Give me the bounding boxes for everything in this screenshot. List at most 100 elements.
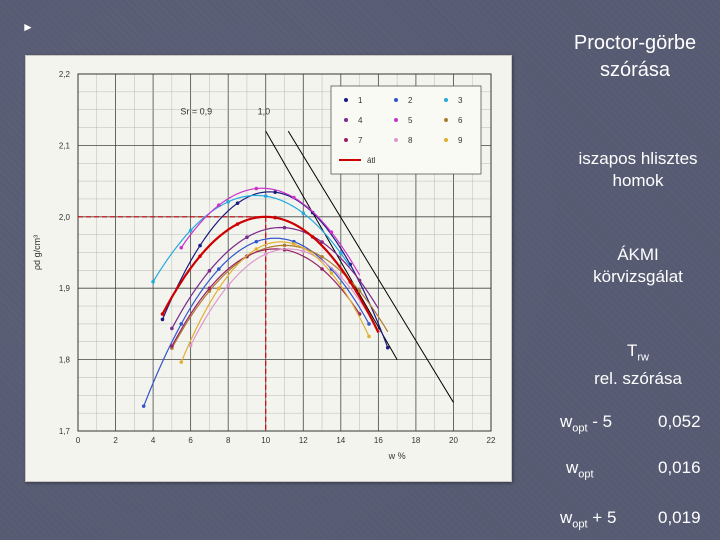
plot-frame bbox=[77, 73, 492, 432]
lab-line-2: körvizsgálat bbox=[593, 267, 683, 286]
legend-label: 9 bbox=[458, 136, 463, 145]
series-point bbox=[216, 286, 221, 291]
series-point bbox=[160, 312, 165, 316]
series-point bbox=[320, 267, 324, 271]
series-curve bbox=[180, 187, 361, 276]
proctor-chart: 0 2 4 6 8 10 12 14 16 18 20 221,71,81,92,02,12,2ρd … bbox=[32, 70, 496, 461]
saturation-line bbox=[287, 130, 454, 403]
series-point bbox=[310, 235, 315, 239]
series-point bbox=[170, 326, 174, 331]
y-tick-label: 2,2 bbox=[59, 70, 71, 79]
legend-label: 3 bbox=[458, 96, 463, 105]
series-point bbox=[151, 279, 155, 284]
series-point bbox=[226, 200, 230, 204]
x-tick-label: 14 bbox=[336, 436, 345, 445]
series-point bbox=[226, 283, 230, 288]
stat-value: 0,019 bbox=[658, 508, 701, 527]
title-line-1: Proctor-görbe bbox=[573, 32, 697, 54]
series-point bbox=[282, 225, 287, 230]
saturation-line bbox=[265, 130, 398, 360]
series-point bbox=[216, 267, 221, 271]
legend-marker bbox=[394, 98, 398, 102]
series-point bbox=[273, 215, 277, 220]
lab-test: ÁKMI körvizsgálat bbox=[548, 244, 720, 288]
series-curve bbox=[152, 194, 351, 283]
series-point bbox=[254, 239, 259, 244]
series-point bbox=[160, 317, 165, 322]
series-point bbox=[254, 247, 259, 251]
x-tick-label: 20 bbox=[449, 436, 458, 445]
y-tick-label: 1,7 bbox=[59, 427, 71, 436]
series-point bbox=[216, 203, 221, 208]
series-point bbox=[235, 222, 240, 226]
series-point bbox=[367, 322, 371, 326]
x-tick-label: 16 bbox=[374, 436, 383, 445]
series-point bbox=[179, 360, 184, 364]
series-point bbox=[263, 194, 268, 198]
series-point bbox=[320, 254, 324, 259]
legend-marker bbox=[344, 138, 348, 142]
x-tick-label: 2 bbox=[113, 436, 118, 445]
legend-marker bbox=[394, 138, 398, 142]
y-tick-label: 1,9 bbox=[59, 284, 71, 293]
series-point bbox=[170, 344, 174, 348]
x-tick-label: 12 bbox=[299, 436, 308, 445]
title-line-2: szórása bbox=[599, 59, 671, 81]
slide-bullet: ► bbox=[22, 20, 34, 34]
series-curve bbox=[171, 248, 361, 347]
x-tick-label: 8 bbox=[226, 436, 231, 445]
series-curve bbox=[180, 241, 370, 363]
legend-label: 5 bbox=[408, 116, 413, 125]
series-point bbox=[357, 278, 362, 283]
series-point bbox=[207, 286, 212, 291]
sr-label-2: 1,0 bbox=[258, 107, 271, 117]
y-axis-label: ρd g/cm³ bbox=[32, 235, 42, 270]
series-point bbox=[179, 322, 184, 326]
x-axis-label: w % bbox=[388, 451, 406, 461]
trw-line-2: rel. szórása bbox=[594, 369, 682, 389]
lab-line-1: ÁKMI bbox=[617, 245, 659, 264]
series-point bbox=[198, 254, 202, 258]
legend-label: átl bbox=[367, 156, 376, 165]
series-point bbox=[357, 289, 362, 293]
series-point bbox=[348, 280, 353, 284]
series-point bbox=[292, 242, 296, 246]
legend-marker bbox=[444, 138, 448, 142]
series-point bbox=[245, 235, 249, 240]
x-tick-label: 22 bbox=[487, 436, 496, 445]
legend-label: 1 bbox=[358, 96, 363, 105]
soil-line-1: iszapos hlisztes bbox=[578, 149, 698, 168]
series-point bbox=[198, 243, 202, 248]
legend-marker bbox=[444, 118, 448, 122]
series-curve bbox=[171, 244, 389, 349]
series-curve bbox=[143, 237, 370, 407]
series-point bbox=[292, 195, 296, 200]
legend-label: 8 bbox=[408, 136, 413, 145]
series-point bbox=[188, 343, 193, 348]
legend-label: 2 bbox=[408, 96, 413, 105]
series-curve bbox=[190, 248, 379, 346]
trw-caption: Trw rel. szórása bbox=[548, 340, 720, 390]
series-point bbox=[367, 334, 371, 339]
series-point bbox=[263, 252, 268, 256]
series-point bbox=[339, 275, 343, 279]
legend-marker bbox=[344, 118, 348, 122]
slide-title: Proctor-görbe szórása bbox=[540, 30, 720, 84]
series-curve bbox=[171, 226, 379, 329]
y-tick-label: 2,1 bbox=[59, 141, 71, 150]
stat-label: wopt bbox=[566, 458, 594, 481]
legend-marker bbox=[444, 98, 448, 102]
legend-label: 6 bbox=[458, 116, 463, 125]
y-tick-label: 2,0 bbox=[59, 213, 71, 222]
chart-panel: 0 2 4 6 8 10 12 14 16 18 20 22 1,7 1,8 1,9 2,0 2,1 2,2 ρd … bbox=[25, 55, 512, 482]
y-tick-label: 1,8 bbox=[59, 356, 71, 365]
x-tick-label: 0 bbox=[76, 436, 81, 445]
stat-value: 0,016 bbox=[658, 458, 701, 477]
series-curve bbox=[161, 215, 380, 333]
x-tick-label: 18 bbox=[411, 436, 420, 445]
series-point bbox=[329, 271, 334, 275]
series-point bbox=[339, 251, 343, 256]
series-point bbox=[207, 269, 212, 273]
soil-type: iszapos hlisztes homok bbox=[548, 148, 720, 192]
legend-label: 4 bbox=[358, 116, 363, 125]
